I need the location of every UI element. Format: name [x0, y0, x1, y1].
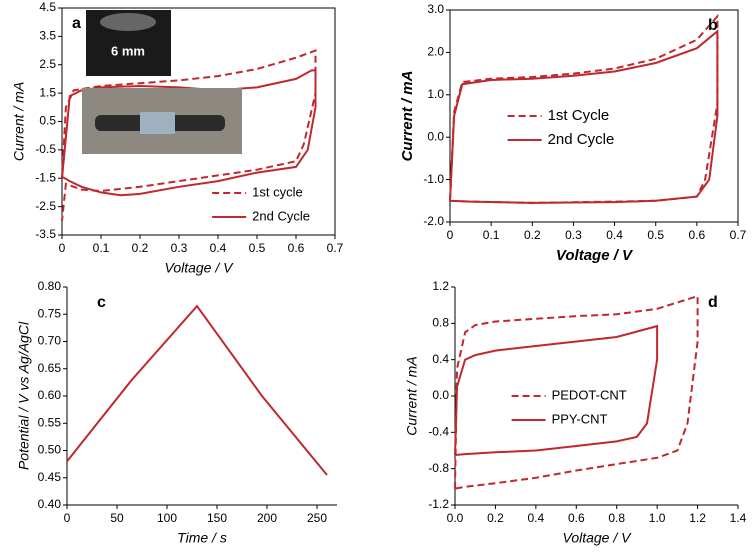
y-tick-label: 0.75	[38, 306, 62, 320]
y-tick-label: -2.0	[423, 214, 444, 228]
y-tick-label: -0.4	[428, 425, 449, 439]
y-tick-label: -0.5	[35, 142, 56, 156]
photo-joint	[140, 112, 175, 134]
y-tick-label: 2.5	[39, 57, 56, 71]
panel-label: c	[97, 294, 106, 311]
y-axis-title: Current / mA	[399, 71, 416, 162]
y-tick-label: 0.0	[432, 388, 449, 402]
x-tick-label: 0.2	[487, 511, 504, 525]
x-axis-title: Voltage / V	[556, 247, 634, 264]
y-tick-label: 4.5	[39, 0, 56, 14]
x-tick-label: 0.7	[327, 241, 344, 255]
x-axis-title: Voltage / V	[165, 260, 235, 276]
y-tick-label: 0.60	[38, 388, 62, 402]
series-line	[449, 13, 719, 204]
x-tick-label: 0.5	[249, 241, 266, 255]
y-tick-label: 0.70	[38, 334, 62, 348]
y-tick-label: -1.2	[428, 497, 449, 511]
inset-photos: 6 mm	[82, 10, 242, 154]
x-tick-label: 150	[207, 511, 227, 525]
y-axis-title: Current / mA	[11, 82, 27, 161]
x-tick-label: 0.7	[730, 228, 747, 242]
series-line	[66, 304, 328, 476]
x-tick-label: 0.1	[483, 228, 500, 242]
legend-label: 1st Cycle	[548, 107, 610, 124]
y-tick-label: 0.45	[38, 470, 62, 484]
y-tick-label: 0.5	[39, 114, 56, 128]
x-tick-label: 0	[64, 511, 71, 525]
series-line	[61, 69, 317, 197]
y-tick-label: 0.80	[38, 279, 62, 293]
y-tick-label: -1.0	[423, 172, 444, 186]
annotation: 6 mm	[111, 43, 145, 58]
x-tick-label: 0.4	[210, 241, 227, 255]
y-tick-label: 0.0	[427, 129, 444, 143]
x-tick-label: 1.4	[730, 511, 747, 525]
y-tick-label: -1.5	[35, 170, 56, 184]
x-tick-label: 0	[59, 241, 66, 255]
legend-label: 2nd Cycle	[252, 208, 310, 223]
y-tick-label: 0.8	[432, 316, 449, 330]
x-tick-label: 0.6	[689, 228, 706, 242]
x-tick-label: 1.2	[689, 511, 706, 525]
x-tick-label: 100	[157, 511, 177, 525]
y-tick-label: 0.4	[432, 352, 449, 366]
y-tick-label: -2.5	[35, 199, 56, 213]
y-tick-label: 0.50	[38, 443, 62, 457]
x-tick-label: 0.2	[524, 228, 541, 242]
x-tick-label: 0.6	[568, 511, 585, 525]
photo-tip	[100, 13, 156, 31]
legend-label: PPY-CNT	[552, 411, 608, 426]
x-tick-label: 0.4	[528, 511, 545, 525]
legend-label: 2nd Cycle	[548, 131, 615, 148]
series-line	[454, 324, 659, 456]
x-tick-label: 0.3	[171, 241, 188, 255]
x-tick-label: 1.0	[649, 511, 666, 525]
x-tick-label: 0.5	[647, 228, 664, 242]
y-tick-label: 1.0	[427, 87, 444, 101]
x-tick-label: 0	[447, 228, 454, 242]
x-tick-label: 0.2	[132, 241, 149, 255]
x-tick-label: 50	[110, 511, 124, 525]
x-tick-label: 0.1	[93, 241, 110, 255]
y-tick-label: -0.8	[428, 461, 449, 475]
y-tick-label: 0.55	[38, 415, 62, 429]
y-tick-label: 0.40	[38, 497, 62, 511]
x-tick-label: 0.0	[447, 511, 464, 525]
y-tick-label: -3.5	[35, 227, 56, 241]
plot-frame	[449, 9, 739, 223]
legend-label: PEDOT-CNT	[552, 387, 627, 402]
panel-label: d	[708, 294, 718, 311]
y-tick-label: 2.0	[427, 45, 444, 59]
x-tick-label: 0.4	[606, 228, 623, 242]
legend-label: 1st cycle	[252, 184, 303, 199]
x-tick-label: 0.8	[608, 511, 625, 525]
y-tick-label: 1.2	[432, 279, 449, 293]
x-tick-label: 200	[257, 511, 277, 525]
x-tick-label: 0.3	[565, 228, 582, 242]
y-tick-label: 1.5	[39, 85, 56, 99]
y-tick-label: 3.0	[427, 2, 444, 16]
x-axis-title: Voltage / V	[563, 530, 633, 546]
panel-label: a	[72, 15, 81, 32]
y-axis-title: Current / mA	[404, 356, 420, 435]
x-tick-label: 250	[307, 511, 327, 525]
y-tick-label: 3.5	[39, 29, 56, 43]
series-line	[449, 29, 719, 204]
x-axis-title: Time / s	[177, 530, 227, 546]
y-axis-title: Potential / V vs Ag/AgCl	[16, 321, 32, 470]
x-tick-label: 0.6	[288, 241, 305, 255]
y-tick-label: 0.65	[38, 361, 62, 375]
panel-label: b	[708, 17, 718, 34]
